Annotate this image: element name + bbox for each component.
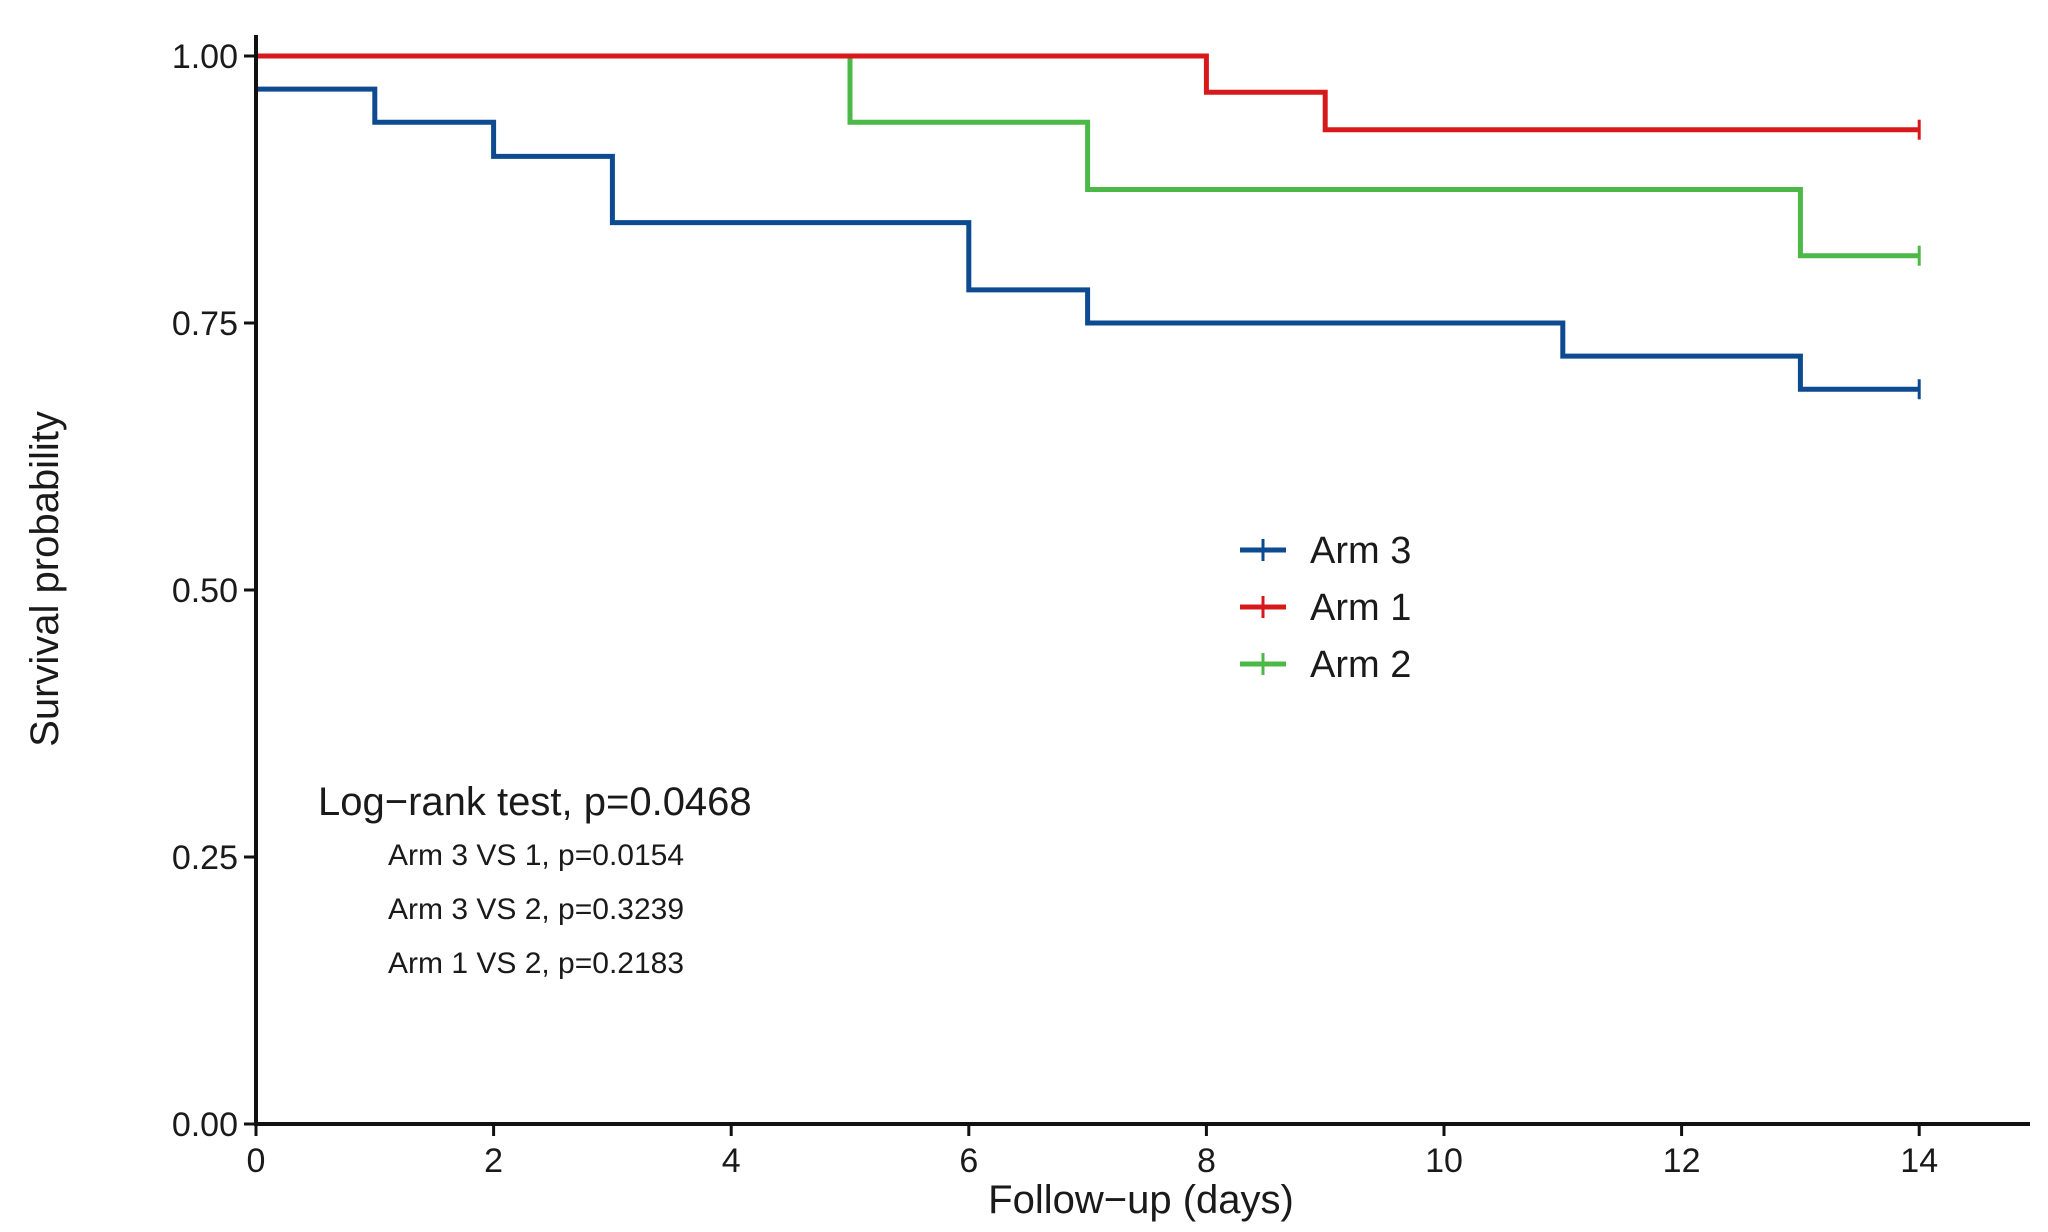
legend-label-arm-3: Arm 3: [1310, 530, 1411, 572]
pairwise-comparison: Arm 3 VS 2, p=0.3239: [388, 893, 684, 926]
pairwise-comparison: Arm 3 VS 1, p=0.0154: [388, 839, 684, 872]
survival-curves: [256, 53, 1921, 400]
x-axis-title: Follow−up (days): [988, 1178, 1294, 1222]
y-ticks: 0.00 0.25 0.50 0.75 1.00: [172, 38, 256, 1144]
y-tick-label: 1.00: [172, 38, 238, 76]
axes: [254, 35, 2030, 1126]
log-rank-annotation: Log−rank test, p=0.0468 Arm 3 VS 1, p=0.…: [318, 780, 752, 980]
y-axis-title: Survival probability: [23, 411, 67, 747]
x-ticks: 0 2 4 6 8 10 12 14: [247, 1124, 1938, 1180]
y-tick-label: 0.50: [172, 572, 238, 610]
x-tick-label: 12: [1663, 1142, 1701, 1180]
x-tick-label: 0: [247, 1142, 266, 1180]
x-tick-label: 6: [959, 1142, 978, 1180]
y-tick-label: 0.75: [172, 305, 238, 343]
y-tick-label: 0.25: [172, 839, 238, 877]
x-tick-label: 10: [1425, 1142, 1463, 1180]
survival-curve-arm-1: [256, 53, 1920, 133]
legend-label-arm-2: Arm 2: [1310, 644, 1411, 686]
x-tick-label: 4: [722, 1142, 741, 1180]
pairwise-comparison: Arm 1 VS 2, p=0.2183: [388, 947, 684, 980]
survival-curve-arm-3: [256, 86, 1920, 392]
x-tick-label: 8: [1197, 1142, 1216, 1180]
log-rank-main: Log−rank test, p=0.0468: [318, 780, 752, 824]
y-tick-label: 0.00: [172, 1106, 238, 1144]
legend-label-arm-1: Arm 1: [1310, 587, 1411, 629]
x-tick-label: 2: [484, 1142, 503, 1180]
legend: Arm 3 Arm 1 Arm 2: [1240, 530, 1411, 686]
x-tick-label: 14: [1900, 1142, 1938, 1180]
survival-curve-arm-2: [256, 53, 1920, 259]
